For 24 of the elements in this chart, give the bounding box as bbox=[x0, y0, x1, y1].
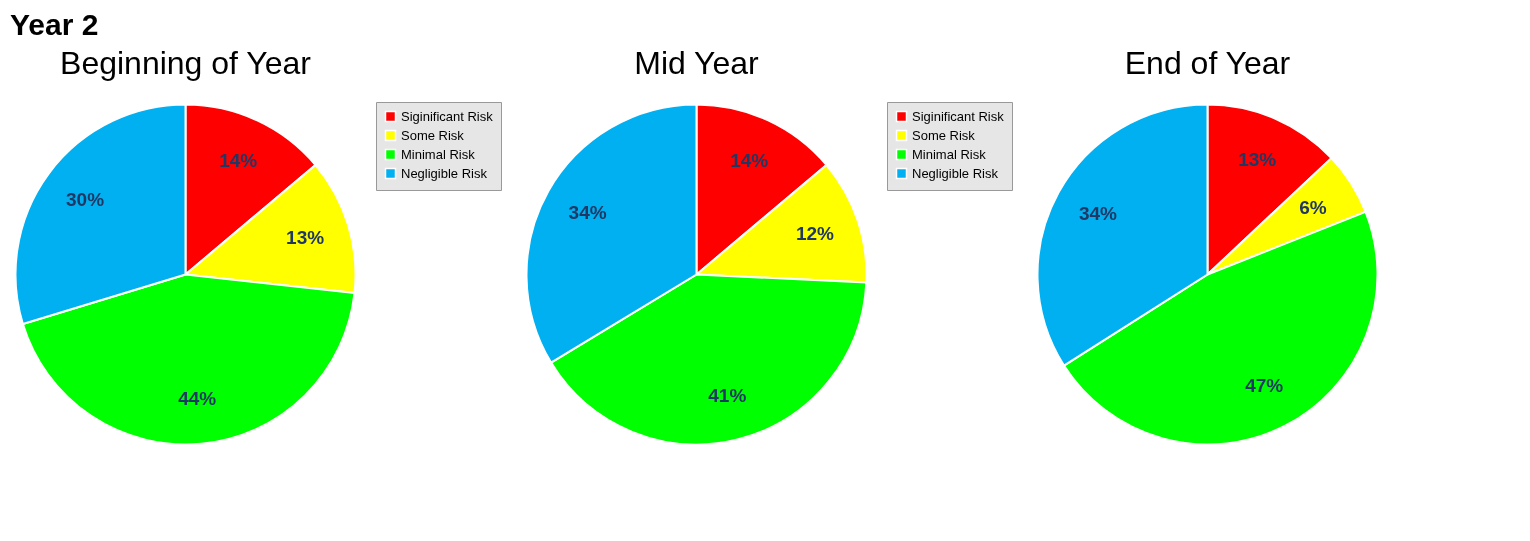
data-label: 44% bbox=[178, 387, 217, 409]
data-label: 13% bbox=[286, 227, 325, 249]
legend-label: Siginificant Risk bbox=[912, 108, 1005, 124]
data-label: 14% bbox=[730, 150, 769, 172]
legend-label: Negligible Risk bbox=[401, 165, 488, 181]
chart-title: Mid Year bbox=[634, 44, 760, 81]
legend-label: Negligible Risk bbox=[912, 165, 999, 181]
legend-label: Siginificant Risk bbox=[401, 108, 494, 124]
data-label: 47% bbox=[1245, 374, 1284, 396]
chart-title: End of Year bbox=[1124, 44, 1291, 81]
legend-label: Some Risk bbox=[912, 127, 976, 143]
data-label: 6% bbox=[1299, 196, 1327, 218]
data-label: 34% bbox=[1078, 203, 1118, 225]
data-label: 41% bbox=[708, 384, 747, 406]
data-label: 34% bbox=[568, 202, 607, 224]
data-label: 12% bbox=[795, 223, 835, 245]
text: Year 2 bbox=[10, 8, 100, 42]
data-label: 13% bbox=[1238, 148, 1277, 170]
chart-title: Beginning of Year bbox=[60, 44, 312, 81]
legend-label: Minimal Risk bbox=[401, 146, 476, 162]
data-label: 30% bbox=[66, 189, 105, 211]
data-label: 14% bbox=[219, 150, 258, 172]
legend-label: Some Risk bbox=[401, 127, 465, 143]
legend-label: Minimal Risk bbox=[912, 146, 987, 162]
